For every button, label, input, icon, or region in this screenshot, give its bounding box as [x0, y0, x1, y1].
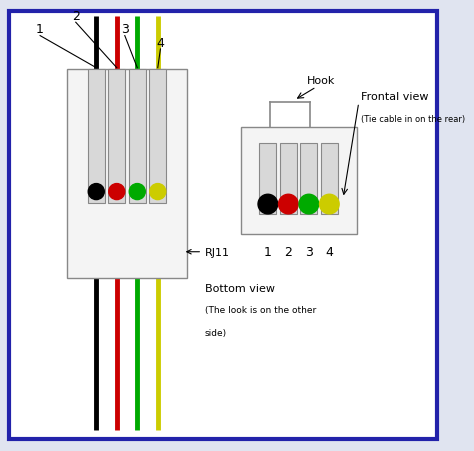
Text: 1: 1 [36, 23, 44, 37]
Bar [259, 143, 276, 214]
Text: 4: 4 [156, 37, 164, 50]
Text: side): side) [205, 328, 227, 337]
Text: 3: 3 [121, 23, 129, 37]
Circle shape [88, 184, 104, 200]
Circle shape [258, 195, 278, 214]
Text: Frontal view: Frontal view [361, 92, 428, 101]
Circle shape [299, 195, 319, 214]
Text: Bottom view: Bottom view [205, 283, 275, 293]
Bar [88, 70, 105, 203]
Circle shape [319, 195, 339, 214]
Bar [241, 128, 356, 235]
Text: 2: 2 [72, 10, 80, 23]
Circle shape [279, 195, 298, 214]
Bar [108, 70, 125, 203]
Circle shape [109, 184, 125, 200]
Text: (The look is on the other: (The look is on the other [205, 305, 316, 314]
Text: 1: 1 [264, 246, 272, 259]
Circle shape [150, 184, 166, 200]
Bar [149, 70, 166, 203]
Text: 3: 3 [305, 246, 313, 259]
Bar [280, 143, 297, 214]
Bar [321, 143, 338, 214]
Text: Hook: Hook [307, 75, 335, 85]
Bar [129, 70, 146, 203]
Circle shape [129, 184, 146, 200]
Text: 4: 4 [326, 246, 333, 259]
Text: 2: 2 [284, 246, 292, 259]
Bar [67, 70, 187, 279]
Text: (Tie cable in on the rear): (Tie cable in on the rear) [361, 114, 465, 123]
Bar [301, 143, 317, 214]
Text: RJ11: RJ11 [187, 247, 230, 257]
